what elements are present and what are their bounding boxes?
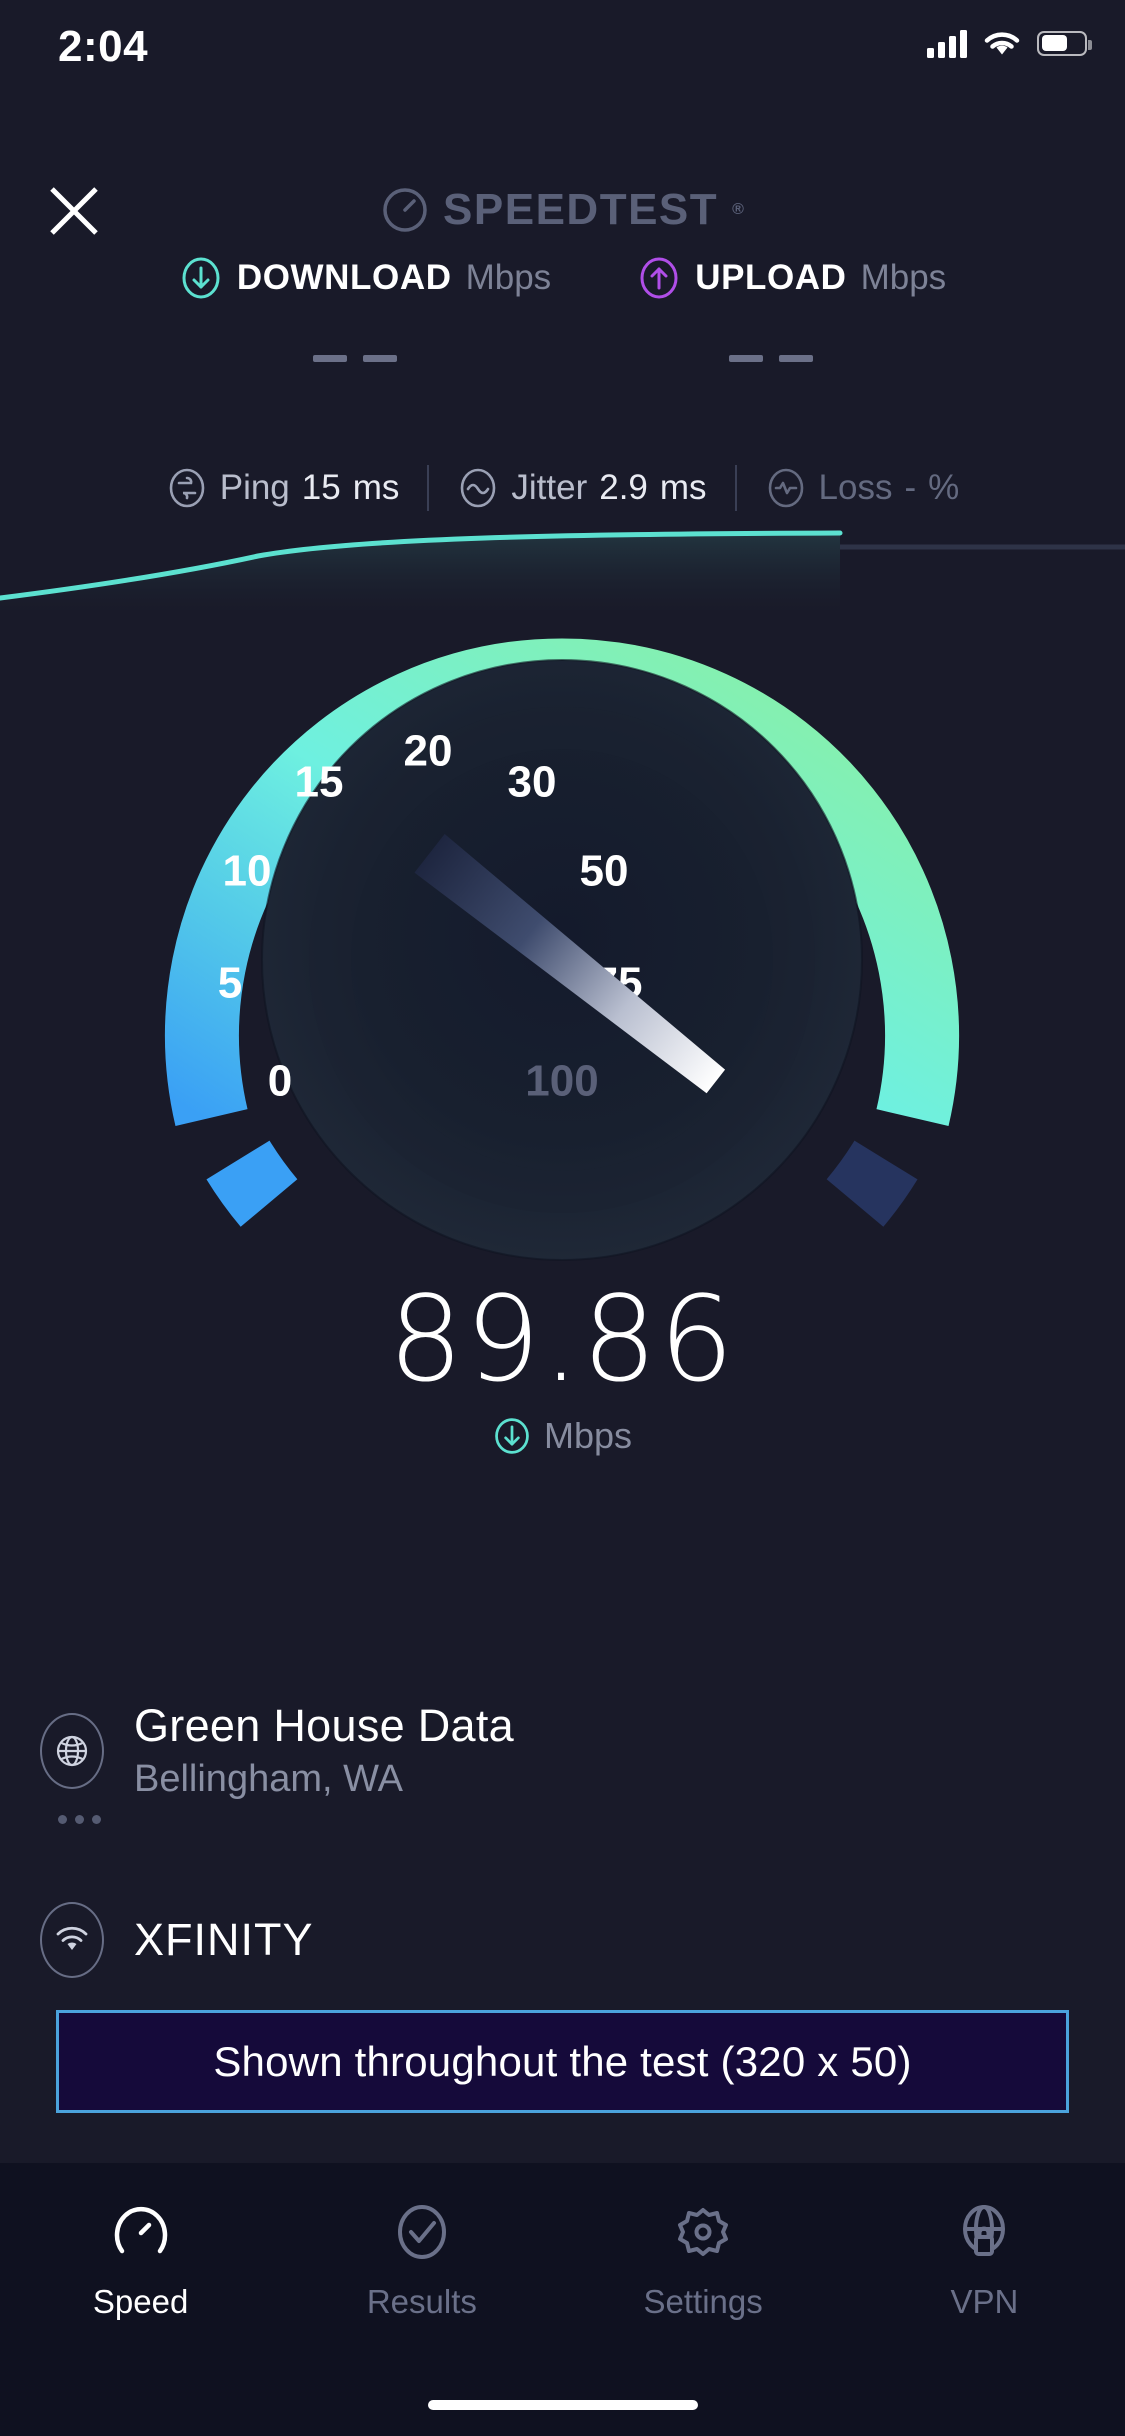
more-dots-icon[interactable] (58, 1815, 1085, 1824)
isp-name: XFINITY (134, 1914, 314, 1965)
brand-trademark: ® (732, 201, 744, 218)
arrow-down-circle-icon (182, 257, 220, 299)
ad-text: Shown throughout the test (320 x 50) (213, 2037, 912, 2085)
ad-banner[interactable]: Shown throughout the test (320 x 50) (56, 2010, 1069, 2113)
globe-icon-wrap (40, 1712, 104, 1789)
home-indicator[interactable] (427, 2400, 698, 2410)
download-metric: DOWNLOAD Mbps (179, 256, 551, 300)
divider (734, 465, 737, 511)
divider (427, 465, 430, 511)
brand-header: SPEEDTEST ® (0, 185, 1125, 235)
close-icon (50, 187, 98, 235)
loss-value: - (904, 468, 917, 507)
globe-lock-icon (963, 2205, 1006, 2256)
download-upload-values (0, 350, 1125, 368)
upload-metric: UPLOAD Mbps (637, 256, 946, 300)
ping-value: 15 (301, 468, 341, 507)
download-value (190, 350, 520, 368)
speed-value: 89.86 (388, 1270, 736, 1408)
tab-vpn[interactable]: VPN (844, 2201, 1125, 2436)
connection-info: Green House Data Bellingham, WA XFINITY (40, 1700, 1085, 1978)
ping-label: Ping (219, 468, 290, 507)
arrow-up-circle-icon (640, 257, 678, 299)
jitter-icon (461, 468, 496, 508)
gauge-tick-50: 50 (580, 847, 629, 896)
gauge-tick-5: 5 (218, 959, 242, 1008)
loss-metric: Loss - % (765, 465, 960, 511)
tab-label-results: Results (366, 2283, 477, 2320)
gauge-tick-100: 100 (525, 1057, 598, 1106)
loss-icon (768, 468, 803, 508)
tab-label-settings: Settings (643, 2283, 763, 2320)
speed-unit-row: Mbps (62, 1415, 1062, 1457)
download-unit: Mbps (465, 258, 552, 297)
gauge-tick-10: 10 (223, 847, 272, 896)
tab-label-speed: Speed (92, 2283, 189, 2320)
status-icons (927, 28, 1092, 58)
ping-metric: Ping 15 ms (166, 465, 400, 511)
gauge-tick-30: 30 (508, 758, 557, 807)
throughput-sparkline (0, 530, 1125, 610)
tab-settings[interactable]: Settings (563, 2201, 844, 2436)
bottom-tab-bar: Speed Results Settings VPN (0, 2163, 1125, 2436)
gauge-arc-tail (826, 1140, 918, 1227)
wifi-icon-wrap (40, 1902, 104, 1978)
server-row[interactable]: Green House Data Bellingham, WA (40, 1700, 1085, 1801)
speedtest-gauge-icon (383, 188, 427, 232)
gauge-tick-0: 0 (268, 1057, 292, 1106)
ping-unit: ms (352, 468, 400, 507)
tab-speed[interactable]: Speed (0, 2201, 281, 2436)
jitter-value: 2.9 (599, 468, 648, 507)
status-bar: 2:04 (0, 0, 1125, 110)
graph-area (0, 534, 840, 610)
loss-unit: % (928, 468, 960, 507)
wifi-icon (56, 1926, 88, 1950)
close-button[interactable] (38, 175, 110, 247)
gauge-needle (414, 834, 726, 1094)
signal-bars-icon (927, 28, 967, 58)
tab-results[interactable]: Results (281, 2201, 562, 2436)
jitter-metric: Jitter 2.9 ms (457, 465, 707, 511)
speedometer-icon (114, 2206, 167, 2254)
brand-name: SPEEDTEST (443, 185, 719, 234)
upload-value (606, 350, 936, 368)
ping-icon (169, 468, 205, 508)
jitter-unit: ms (659, 468, 707, 507)
graph-line (0, 530, 843, 601)
download-label: DOWNLOAD (236, 258, 452, 297)
upload-unit: Mbps (860, 258, 947, 297)
loss-label: Loss (818, 468, 893, 507)
status-time: 2:04 (58, 22, 149, 71)
battery-icon (1037, 30, 1092, 56)
gauge-arc-start (206, 1140, 298, 1227)
server-location: Bellingham, WA (134, 1758, 403, 1800)
gauge-tick-15: 15 (295, 758, 344, 807)
throughput-graph (0, 500, 1125, 610)
server-text: Green House Data Bellingham, WA (134, 1700, 514, 1801)
speed-unit-label: Mbps (543, 1415, 633, 1456)
isp-row[interactable]: XFINITY (40, 1902, 1085, 1978)
wifi-icon (984, 32, 1020, 55)
download-upload-row: DOWNLOAD Mbps UPLOAD Mbps (0, 256, 1125, 300)
gauge-dial: 0 5 10 15 20 30 50 75 100 (165, 638, 959, 1261)
gauge-tick-20: 20 (404, 727, 453, 776)
tab-label-vpn: VPN (950, 2283, 1019, 2320)
gear-icon (678, 2208, 729, 2256)
upload-label: UPLOAD (695, 258, 847, 297)
ping-jitter-loss-row: Ping 15 ms Jitter 2.9 ms Loss - % (0, 465, 1125, 511)
globe-icon (56, 1735, 88, 1766)
speed-gauge: 0 5 10 15 20 30 50 75 100 89.86 (62, 440, 1062, 1456)
arrow-down-circle-icon (495, 1418, 529, 1454)
jitter-label: Jitter (511, 468, 588, 507)
server-name: Green House Data (134, 1700, 515, 1751)
check-circle-icon (397, 2205, 446, 2259)
